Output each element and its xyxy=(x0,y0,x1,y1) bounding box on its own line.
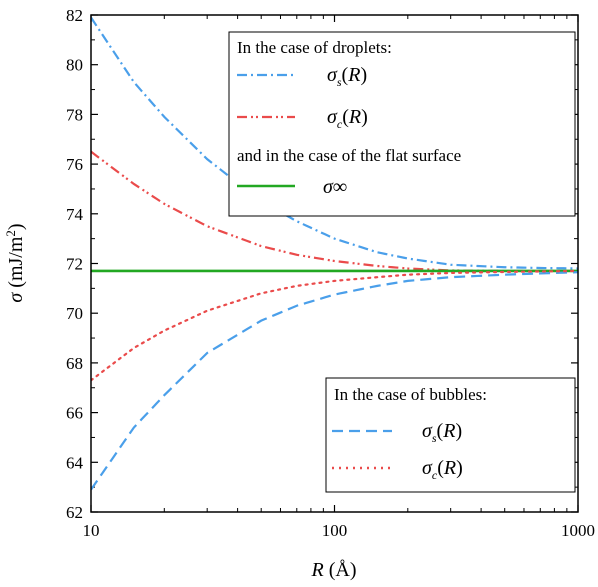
y-tick-label: 62 xyxy=(66,503,83,522)
y-tick-label: 66 xyxy=(66,404,83,423)
series-line-bubbles-cr xyxy=(91,269,578,382)
y-tick-label: 68 xyxy=(66,354,83,373)
y-tick-label: 70 xyxy=(66,304,83,323)
legend-label-bubble-sigma-s: σs(R) xyxy=(422,420,462,445)
legend-label-droplet-sigma-c: σc(R) xyxy=(327,106,368,131)
x-tick-label: 10 xyxy=(83,521,100,540)
y-tick-label: 76 xyxy=(66,155,83,174)
tick-labels: 62 64 66 68 70 72 74 76 78 80 82 10 100 1000 xyxy=(66,6,595,540)
legend-top: In the case of droplets: σs(R) σc(R) and… xyxy=(228,31,576,217)
legend-heading-bubbles: In the case of bubbles: xyxy=(334,385,487,404)
legend-label-droplet-sigma-s: σs(R) xyxy=(327,64,367,89)
plot-series xyxy=(91,16,578,491)
y-tick-label: 82 xyxy=(66,6,83,25)
series-line-droplets-cr xyxy=(91,150,578,273)
y-tick-label: 64 xyxy=(66,453,84,472)
y-tick-label: 80 xyxy=(66,56,83,75)
y-tick-label: 78 xyxy=(66,105,83,124)
legend-heading-droplets: In the case of droplets: xyxy=(237,38,392,57)
y-axis-title: σ (mJ/m2) xyxy=(3,223,28,302)
x-tick-label: 1000 xyxy=(561,521,595,540)
legend-label-bubble-sigma-c: σc(R) xyxy=(422,457,463,482)
legend-bottom-frame xyxy=(325,377,576,493)
x-axis-title: R (Å) xyxy=(311,559,357,581)
legend-top-frame xyxy=(228,31,576,217)
legend-heading-flat: and in the case of the flat surface xyxy=(237,146,461,165)
legend-bottom: In the case of bubbles: σs(R) σc(R) xyxy=(325,377,576,493)
legend-label-flat-sigma-inf: σ∞ xyxy=(323,176,347,198)
y-tick-label: 72 xyxy=(66,255,83,274)
plot-frame xyxy=(90,14,579,513)
y-tick-label: 74 xyxy=(66,205,84,224)
x-tick-label: 100 xyxy=(322,521,348,540)
series-line-bubbles-sr xyxy=(91,271,578,491)
series-line-droplets-sr xyxy=(91,16,578,270)
